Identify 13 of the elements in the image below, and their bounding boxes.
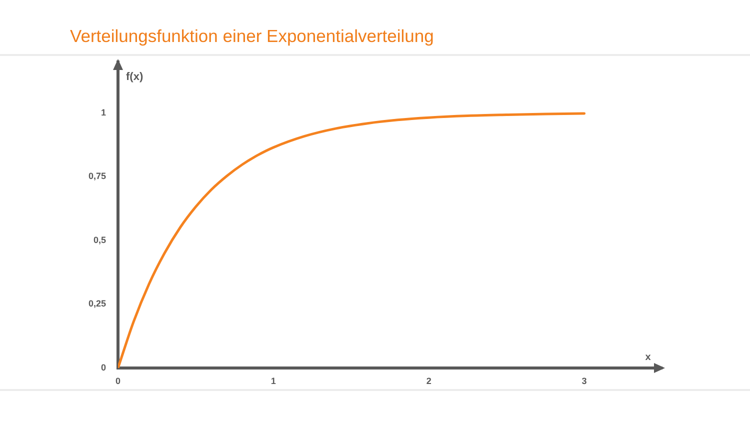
x-tick-label: 0 xyxy=(115,376,121,386)
y-tick-label: 0 xyxy=(100,362,106,372)
chart-title: Verteilungsfunktion einer Exponentialverteilung xyxy=(70,25,434,47)
x-tick-label: 2 xyxy=(426,376,432,386)
line-series xyxy=(118,112,586,368)
y-tick-label: 1 xyxy=(100,107,106,118)
y-tick-label: 0,25 xyxy=(88,298,106,309)
y-tick-label: 0,5 xyxy=(93,234,106,245)
y-axis-title: f(x) xyxy=(126,71,144,84)
x-axis-title: x xyxy=(645,352,652,363)
x-tick-label: 3 xyxy=(582,376,587,386)
x-tick-label: 1 xyxy=(270,376,276,386)
y-tick-label: 0,75 xyxy=(88,171,106,182)
